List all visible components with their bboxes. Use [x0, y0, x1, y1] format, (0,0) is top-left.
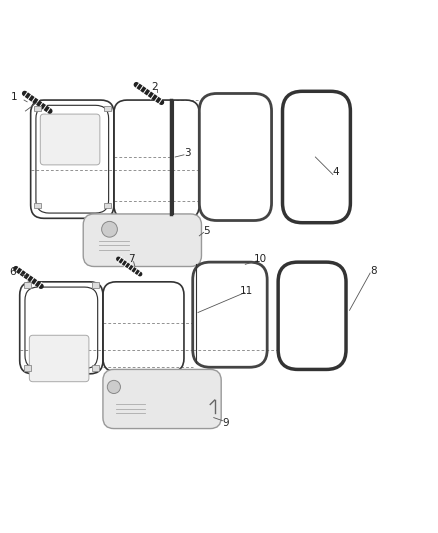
Text: 4: 4 [333, 167, 339, 177]
Circle shape [102, 221, 117, 237]
FancyBboxPatch shape [29, 335, 89, 382]
Text: 3: 3 [184, 148, 191, 158]
FancyBboxPatch shape [103, 369, 221, 429]
FancyBboxPatch shape [40, 114, 100, 165]
Bar [92, 366, 99, 371]
Bar [24, 282, 31, 287]
Circle shape [107, 381, 120, 393]
Text: 9: 9 [223, 418, 229, 429]
Text: 11: 11 [240, 286, 253, 296]
Bar [34, 203, 41, 208]
Text: 5: 5 [204, 225, 210, 236]
Bar [24, 366, 31, 371]
Text: 10: 10 [254, 254, 267, 264]
Bar [34, 106, 41, 111]
Bar [104, 106, 111, 111]
Text: 6: 6 [10, 266, 16, 277]
Text: 2: 2 [151, 82, 158, 92]
Text: 7: 7 [128, 254, 134, 264]
Text: 8: 8 [370, 266, 377, 276]
Text: 1: 1 [11, 92, 18, 102]
FancyBboxPatch shape [83, 214, 201, 266]
Bar [104, 203, 111, 208]
Bar [92, 282, 99, 287]
